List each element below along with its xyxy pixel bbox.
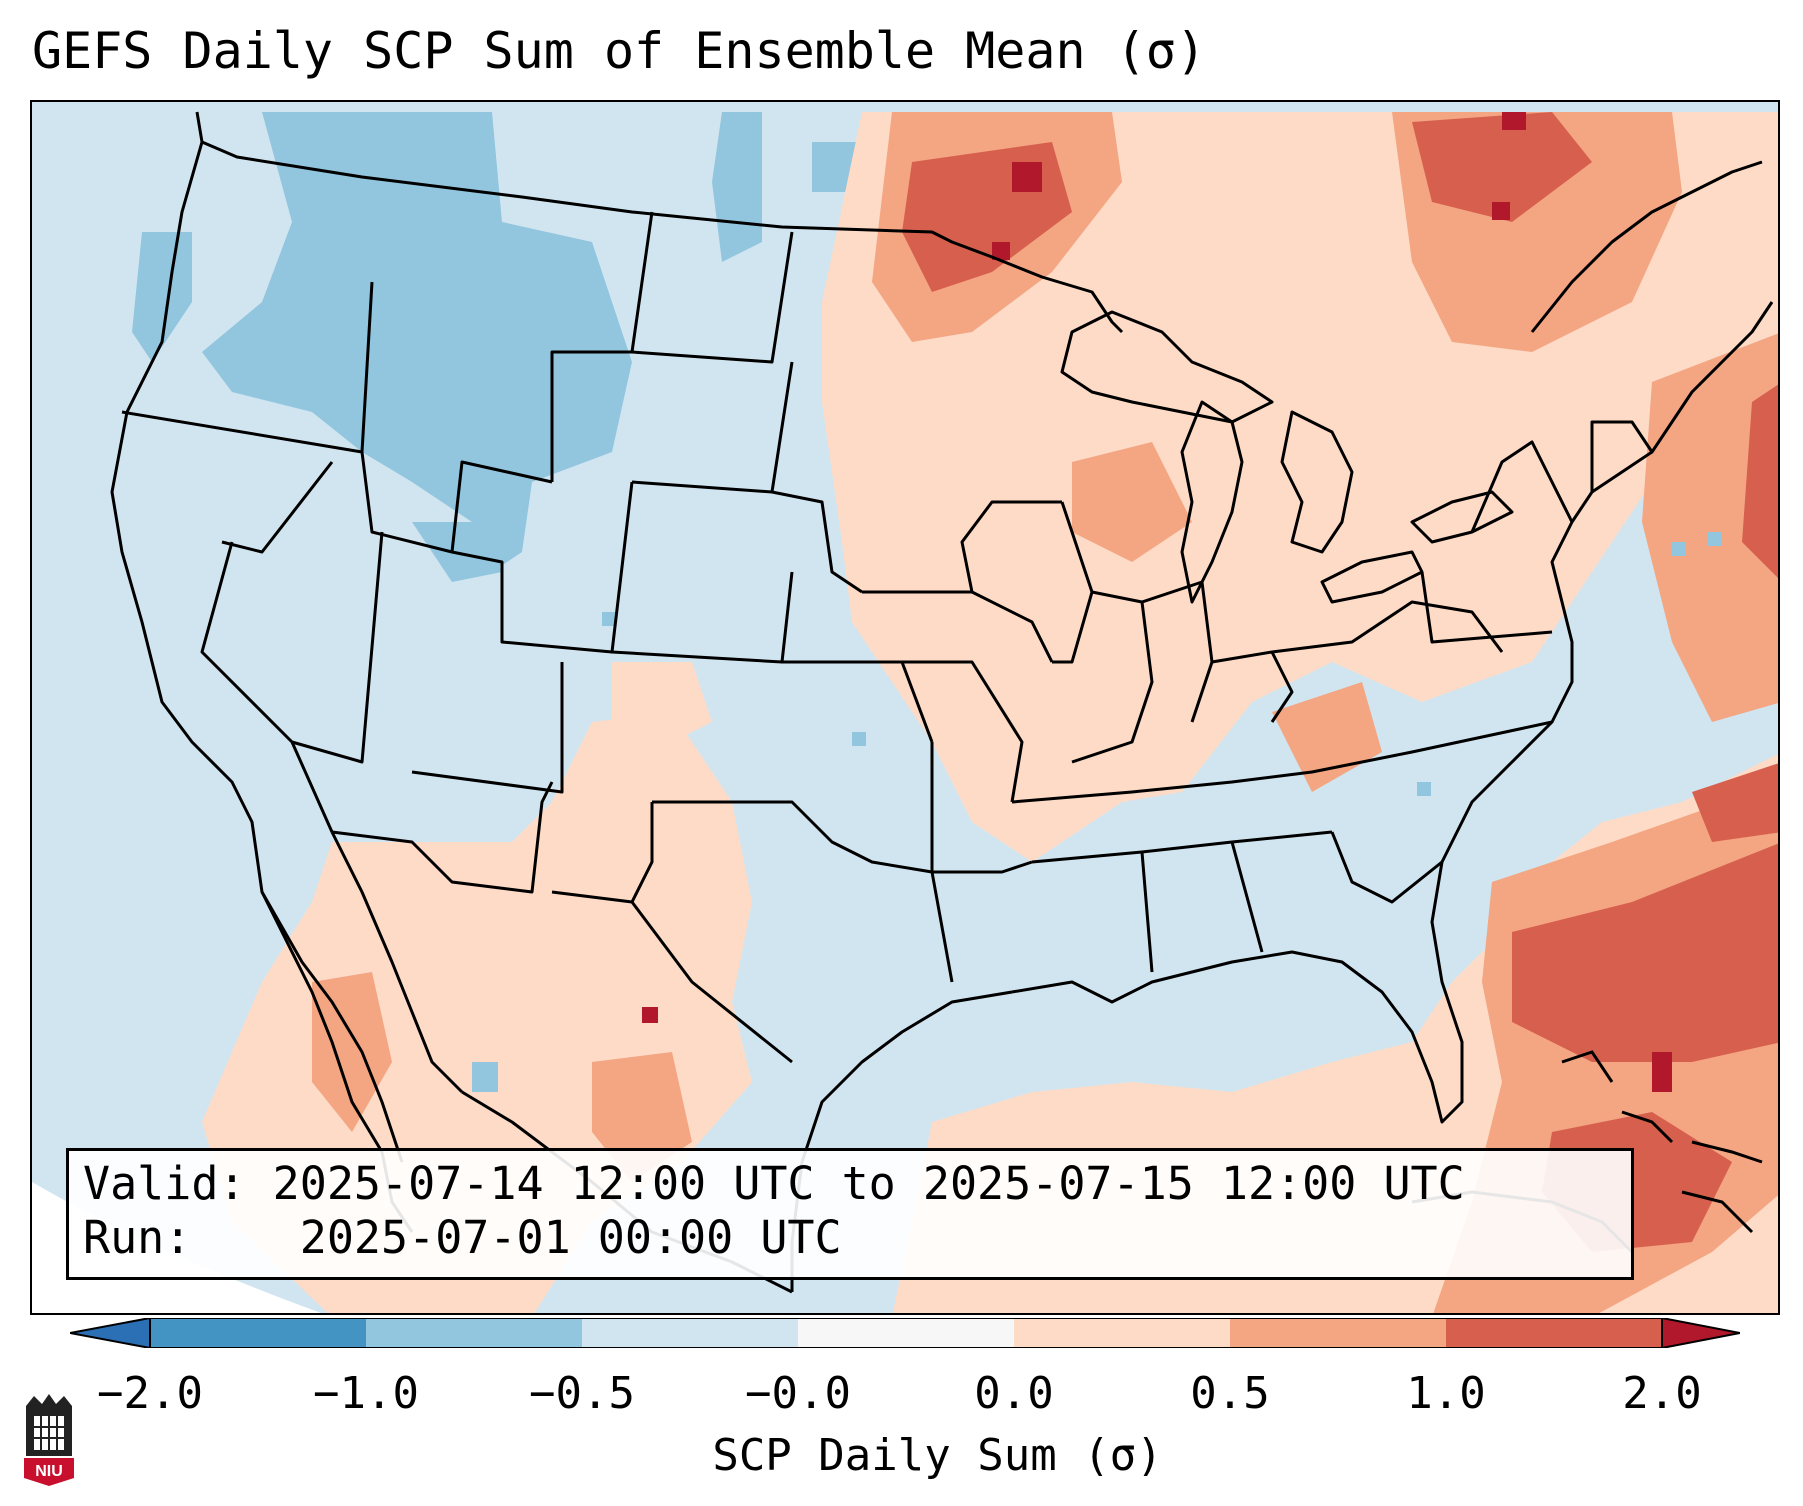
valid-label: Valid: bbox=[83, 1157, 246, 1210]
colorbar-bin-0-to-05 bbox=[1014, 1318, 1230, 1348]
field-negative-cells bbox=[472, 532, 1722, 1092]
colorbar-tick-label: 2.0 bbox=[1622, 1368, 1702, 1419]
colorbar-bin-1-to-2 bbox=[1446, 1318, 1662, 1348]
colorbar-bin-neg-2-to-neg-1 bbox=[150, 1318, 366, 1348]
colorbar-tick-label: 1.0 bbox=[1406, 1368, 1486, 1419]
colorbar-tick-label: 0.0 bbox=[974, 1368, 1054, 1419]
colorbar-bin-neg-1-to-neg-05 bbox=[366, 1318, 582, 1348]
run-time: 2025-07-01 00:00 UTC bbox=[299, 1211, 842, 1264]
colorbar-tick-label: −2.0 bbox=[97, 1368, 203, 1419]
colorbar-extend-high bbox=[1661, 1316, 1741, 1350]
niu-logo: NIU bbox=[20, 1392, 78, 1488]
field-extreme-positive-cells bbox=[642, 112, 1672, 1092]
map-panel bbox=[30, 100, 1780, 1315]
colorbar-tick-label: −0.0 bbox=[745, 1368, 851, 1419]
valid-range: 2025-07-14 12:00 UTC to 2025-07-15 12:00… bbox=[272, 1157, 1465, 1210]
colorbar-bin-zero bbox=[798, 1318, 1014, 1348]
map-canvas bbox=[32, 102, 1778, 1313]
colorbar-tick-label: −0.5 bbox=[529, 1368, 635, 1419]
colorbar-bin-neg-05-to-0 bbox=[582, 1318, 798, 1348]
validity-info-box: Valid: 2025-07-14 12:00 UTC to 2025-07-1… bbox=[66, 1148, 1634, 1280]
colorbar-svg bbox=[69, 1316, 1741, 1358]
niu-logo-icon: NIU bbox=[24, 1394, 74, 1486]
run-label: Run: bbox=[83, 1211, 192, 1264]
colorbar-bin-05-to-1 bbox=[1230, 1318, 1446, 1348]
colorbar-extend-low bbox=[69, 1316, 151, 1350]
colorbar-tick-label: 0.5 bbox=[1190, 1368, 1270, 1419]
borders-and-coastlines bbox=[110, 111, 1774, 1294]
niu-logo-text: NIU bbox=[35, 1463, 63, 1480]
field-negative-zone bbox=[132, 112, 862, 582]
colorbar bbox=[69, 1316, 1741, 1358]
colorbar-label: SCP Daily Sum (σ) bbox=[712, 1430, 1163, 1481]
colorbar-tick-label: −1.0 bbox=[313, 1368, 419, 1419]
map-title: GEFS Daily SCP Sum of Ensemble Mean (σ) bbox=[32, 22, 1206, 80]
domain-edge-bottom-left bbox=[32, 1182, 322, 1313]
